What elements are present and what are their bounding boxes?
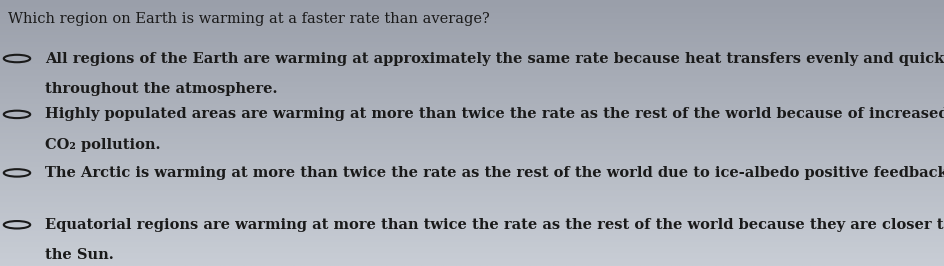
- Text: CO₂ pollution.: CO₂ pollution.: [45, 138, 160, 152]
- Text: the Sun.: the Sun.: [45, 248, 114, 262]
- Text: Which region on Earth is warming at a faster rate than average?: Which region on Earth is warming at a fa…: [8, 12, 489, 26]
- Text: throughout the atmosphere.: throughout the atmosphere.: [45, 82, 278, 96]
- Text: All regions of the Earth are warming at approximately the same rate because heat: All regions of the Earth are warming at …: [45, 52, 944, 65]
- Text: Equatorial regions are warming at more than twice the rate as the rest of the wo: Equatorial regions are warming at more t…: [45, 218, 944, 232]
- Text: The Arctic is warming at more than twice the rate as the rest of the world due t: The Arctic is warming at more than twice…: [45, 166, 944, 180]
- Text: Highly populated areas are warming at more than twice the rate as the rest of th: Highly populated areas are warming at mo…: [45, 107, 944, 121]
